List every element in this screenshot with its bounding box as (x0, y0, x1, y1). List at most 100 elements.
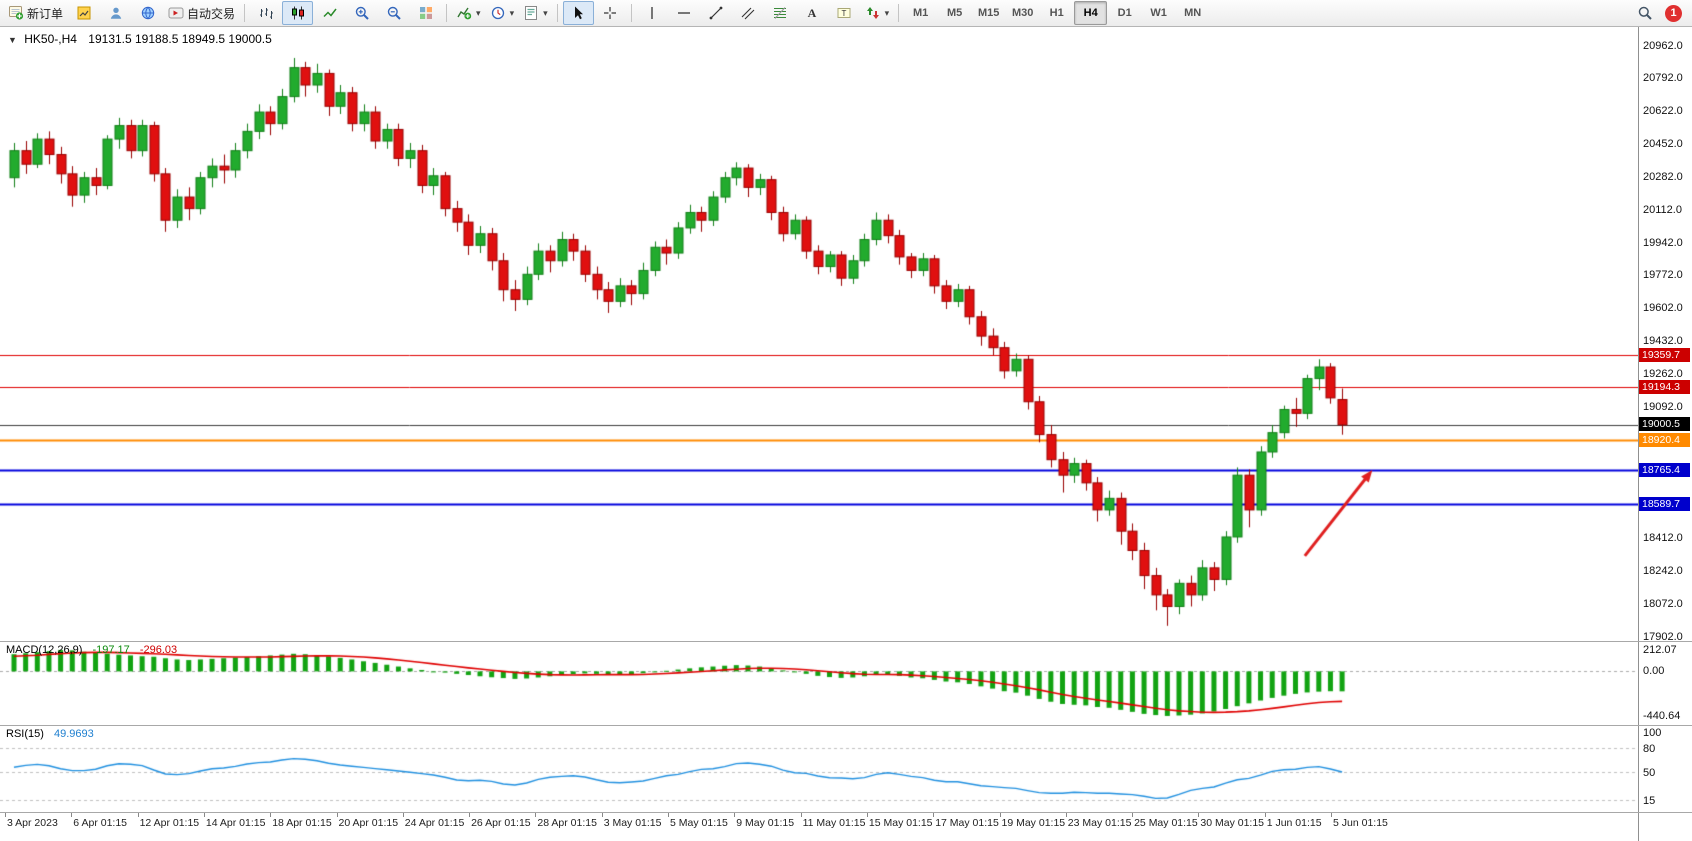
bar-chart-button[interactable] (250, 1, 281, 25)
dropdown-caret-icon: ▾ (509, 7, 515, 18)
price-line-tag: 18589.7 (1639, 496, 1690, 511)
price-axis-label: 19602.0 (1643, 302, 1683, 315)
time-axis-label: 19 May 01:15 (1001, 817, 1066, 829)
time-axis-label: 9 May 01:15 (736, 817, 795, 829)
tf-d1-button[interactable]: D1 (1108, 1, 1141, 25)
auto-trading-label: 自动交易 (187, 6, 236, 21)
price-axis-label: 20792.0 (1643, 72, 1683, 85)
dropdown-caret-icon: ▾ (543, 7, 548, 18)
trendline-button[interactable] (701, 1, 732, 25)
auto-trading-button[interactable]: 自动交易 (164, 1, 239, 25)
chart-window-button[interactable] (68, 1, 99, 25)
toolbar-separator (898, 4, 900, 22)
price-axis-label: 20962.0 (1643, 39, 1683, 52)
price-line-tag: 19194.3 (1639, 379, 1690, 394)
chart-title: ▼ HK50-,H4 19131.5 19188.5 18949.5 19000… (8, 32, 272, 46)
channel-icon (740, 5, 756, 21)
time-axis-label: 3 May 01:15 (603, 817, 662, 829)
text-button[interactable]: A (797, 1, 828, 25)
zoom-in-button[interactable] (346, 1, 377, 25)
vertical-line-button[interactable] (637, 1, 668, 25)
periods-button[interactable]: ▾ (486, 1, 519, 25)
price-axis-label: 17902.0 (1643, 630, 1683, 643)
crosshair-button[interactable] (595, 1, 626, 25)
macd-panel-canvas[interactable] (0, 642, 1638, 726)
tf-m5-button[interactable]: M5 (938, 1, 971, 25)
profile-icon (108, 5, 124, 21)
profile-button[interactable] (100, 1, 131, 25)
symbol-dropdown-icon[interactable]: ▼ (8, 35, 17, 45)
price-axis-label: 20282.0 (1643, 170, 1683, 183)
trendline-icon (708, 5, 724, 21)
zoom-out-button[interactable] (378, 1, 409, 25)
macd-panel-splitter[interactable] (0, 641, 1692, 642)
tf-m30-button[interactable]: M30 (1006, 1, 1039, 25)
cursor-icon (570, 5, 586, 21)
tf-mn-button[interactable]: MN (1176, 1, 1209, 25)
time-axis-label: 23 May 01:15 (1067, 817, 1132, 829)
macd-label: MACD(12,26,9) -197.17 -296.03 (6, 644, 177, 656)
tf-d1-label: D1 (1117, 7, 1132, 19)
tf-m5-label: M5 (947, 7, 963, 19)
autotrade-icon (168, 5, 184, 21)
price-line-tag: 18920.4 (1639, 432, 1690, 447)
toolbar-separator (630, 4, 632, 22)
arrows-button[interactable]: ▾ (861, 1, 894, 25)
linechart-icon (322, 5, 338, 21)
tf-m15-button[interactable]: M15 (972, 1, 1005, 25)
text-icon: A (804, 5, 820, 21)
tf-w1-label: W1 (1150, 7, 1167, 19)
cursor-button[interactable] (562, 1, 594, 25)
tf-h4-button[interactable]: H4 (1074, 1, 1108, 25)
zoom-out-icon (386, 5, 402, 21)
price-axis-label: 19942.0 (1643, 236, 1683, 249)
rsi-panel-splitter[interactable] (0, 725, 1692, 726)
price-axis-label: 19092.0 (1643, 400, 1683, 413)
price-axis-label: 18242.0 (1643, 564, 1683, 577)
time-axis-label: 17 May 01:15 (935, 817, 999, 829)
time-axis-tick (1132, 813, 1134, 817)
time-axis-tick (1264, 813, 1266, 817)
main-toolbar: 新订单 自动交易 ▾ ▾ ▾ A T ▾ M1 M5 M15 M30 H1 H4 D1 W1 MN 1 (0, 0, 1692, 27)
macd-axis-label: 0.00 (1643, 665, 1665, 678)
templates-button[interactable]: ▾ (519, 1, 552, 25)
price-axis-label: 18072.0 (1643, 597, 1683, 610)
tf-mn-label: MN (1184, 7, 1202, 19)
time-axis-tick (866, 813, 868, 817)
equidistant-channel-button[interactable] (733, 1, 764, 25)
time-axis-tick (800, 813, 802, 817)
price-line-tag: 19359.7 (1639, 347, 1690, 362)
price-axis-label: 20452.0 (1643, 138, 1683, 150)
tf-m1-button[interactable]: M1 (904, 1, 937, 25)
candlestick-chart-button[interactable] (282, 1, 314, 25)
toolbar-separator (556, 4, 558, 22)
tf-m30-label: M30 (1011, 7, 1034, 19)
new-order-button[interactable]: 新订单 (4, 1, 67, 25)
time-axis-label: 26 Apr 01:15 (471, 817, 531, 829)
macd-name: MACD(12,26,9) (6, 644, 83, 656)
tile-windows-button[interactable] (410, 1, 441, 25)
time-axis-tick (203, 813, 205, 817)
price-scale-divider (1638, 27, 1639, 841)
globe-icon (140, 5, 156, 21)
fibonacci-retracement-button[interactable] (765, 1, 796, 25)
crosshair-icon (602, 5, 618, 21)
indicators-button[interactable]: ▾ (452, 1, 485, 25)
time-axis-label: 5 May 01:15 (670, 817, 728, 829)
price-chart-canvas[interactable] (0, 28, 1638, 642)
time-axis-label: 3 Apr 2023 (7, 817, 58, 829)
rsi-axis-label: 100 (1643, 727, 1662, 739)
price-axis-label: 19262.0 (1643, 367, 1683, 380)
tf-w1-button[interactable]: W1 (1142, 1, 1175, 25)
time-axis-label: 25 May 01:15 (1134, 817, 1198, 829)
search-button[interactable] (1629, 1, 1660, 25)
notification-badge[interactable]: 1 (1665, 4, 1682, 22)
community-button[interactable] (132, 1, 163, 25)
tf-h1-button[interactable]: H1 (1040, 1, 1073, 25)
text-label-button[interactable]: T (829, 1, 860, 25)
line-chart-button[interactable] (314, 1, 345, 25)
rsi-panel-canvas[interactable] (0, 726, 1638, 812)
horizontal-line-button[interactable] (669, 1, 700, 25)
label-icon: T (836, 5, 852, 21)
rsi-axis-label: 15 (1643, 795, 1656, 807)
